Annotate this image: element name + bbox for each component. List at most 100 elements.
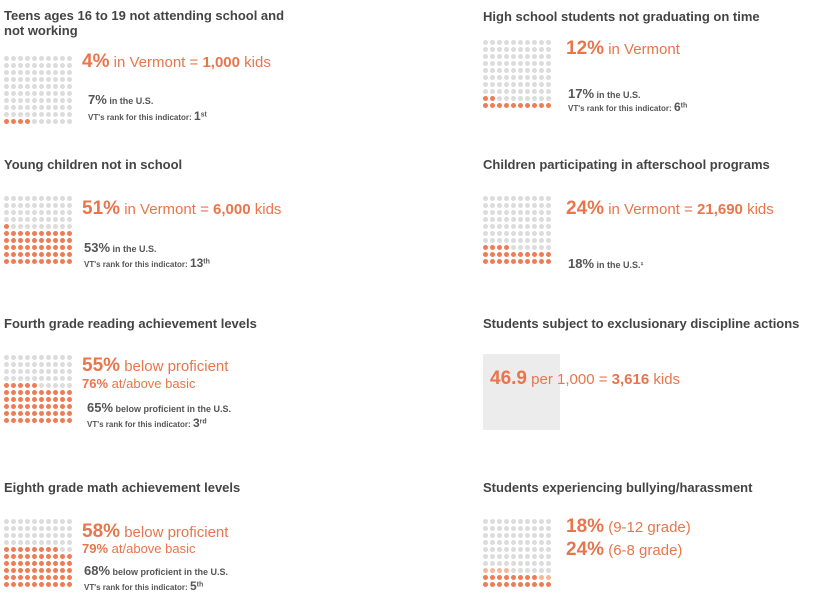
- dot: [11, 119, 16, 124]
- panel-title: Teens ages 16 to 19 not attending school…: [4, 8, 285, 38]
- dot: [25, 575, 30, 580]
- dot: [18, 376, 23, 381]
- dot: [539, 210, 544, 215]
- dot: [18, 245, 23, 250]
- dot: [525, 547, 530, 552]
- dot: [532, 224, 537, 229]
- dot: [18, 224, 23, 229]
- dot: [67, 91, 72, 96]
- dot: [518, 519, 523, 524]
- dot: [4, 112, 9, 117]
- dot: [39, 112, 44, 117]
- dot: [4, 70, 9, 75]
- dot: [39, 91, 44, 96]
- dot: [46, 418, 51, 423]
- us-text: in the U.S.: [596, 90, 641, 100]
- dot: [532, 82, 537, 87]
- dot: [546, 40, 551, 45]
- dot: [518, 217, 523, 222]
- dot: [532, 547, 537, 552]
- dot: [53, 203, 58, 208]
- vt-pct: 51%: [82, 198, 121, 219]
- dot: [25, 355, 30, 360]
- dot: [18, 362, 23, 367]
- dot: [497, 245, 502, 250]
- rank: VT's rank for this indicator: 1st: [88, 109, 207, 123]
- dot: [67, 547, 72, 552]
- dot: [497, 561, 502, 566]
- dot: [11, 196, 16, 201]
- dot: [53, 561, 58, 566]
- dot: [525, 54, 530, 59]
- dot: [67, 112, 72, 117]
- dot: [60, 561, 65, 566]
- dot: [60, 98, 65, 103]
- us-stat: 53% in the U.S.: [84, 240, 157, 255]
- dot: [25, 231, 30, 236]
- dot: [525, 96, 530, 101]
- dot: [67, 397, 72, 402]
- dot: [546, 554, 551, 559]
- dot-grid: [483, 519, 551, 587]
- dot: [25, 252, 30, 257]
- dot: [18, 582, 23, 587]
- dot: [511, 245, 516, 250]
- dot: [511, 40, 516, 45]
- dot: [32, 224, 37, 229]
- dot: [39, 252, 44, 257]
- dot: [511, 75, 516, 80]
- dot: [525, 203, 530, 208]
- dot: [18, 196, 23, 201]
- ms-pct: 24%: [566, 539, 605, 560]
- dot: [546, 68, 551, 73]
- dot: [53, 369, 58, 374]
- dot: [67, 526, 72, 531]
- dot: [46, 362, 51, 367]
- dot: [511, 533, 516, 538]
- dot: [4, 196, 9, 201]
- dot: [490, 217, 495, 222]
- dot: [53, 56, 58, 61]
- dot: [53, 105, 58, 110]
- rank-suffix: rd: [199, 418, 207, 426]
- dot: [4, 547, 9, 552]
- vermont-stat: 24% in Vermont = 21,690 kids: [566, 198, 774, 220]
- dot: [67, 238, 72, 243]
- dot: [504, 89, 509, 94]
- dot: [25, 105, 30, 110]
- dot: [532, 75, 537, 80]
- dot: [53, 582, 58, 587]
- dot: [11, 217, 16, 222]
- dot: [532, 196, 537, 201]
- dot: [546, 540, 551, 545]
- dot: [539, 245, 544, 250]
- vt-text: below proficient: [124, 358, 229, 375]
- dot: [39, 355, 44, 360]
- vt-unit: kids: [747, 201, 774, 218]
- dot: [67, 98, 72, 103]
- dot: [53, 196, 58, 201]
- dot: [504, 68, 509, 73]
- dot: [490, 554, 495, 559]
- dot: [25, 568, 30, 573]
- dot: [511, 238, 516, 243]
- dot: [60, 533, 65, 538]
- dot: [490, 519, 495, 524]
- dot: [490, 54, 495, 59]
- dot: [497, 582, 502, 587]
- dot: [46, 369, 51, 374]
- rank: VT's rank for this indicator: 13th: [84, 256, 210, 270]
- dot: [11, 203, 16, 208]
- dot: [532, 217, 537, 222]
- dot: [11, 70, 16, 75]
- dot: [11, 526, 16, 531]
- vermont-stat: 46.9 per 1,000 = 3,616 kids: [490, 368, 680, 390]
- dot: [18, 70, 23, 75]
- basic-pct: 79%: [82, 541, 109, 556]
- us-pct: 68%: [84, 563, 111, 578]
- vermont-stat: 55% below proficient: [82, 355, 228, 377]
- dot: [525, 245, 530, 250]
- dot: [546, 196, 551, 201]
- dot: [490, 575, 495, 580]
- dot: [32, 196, 37, 201]
